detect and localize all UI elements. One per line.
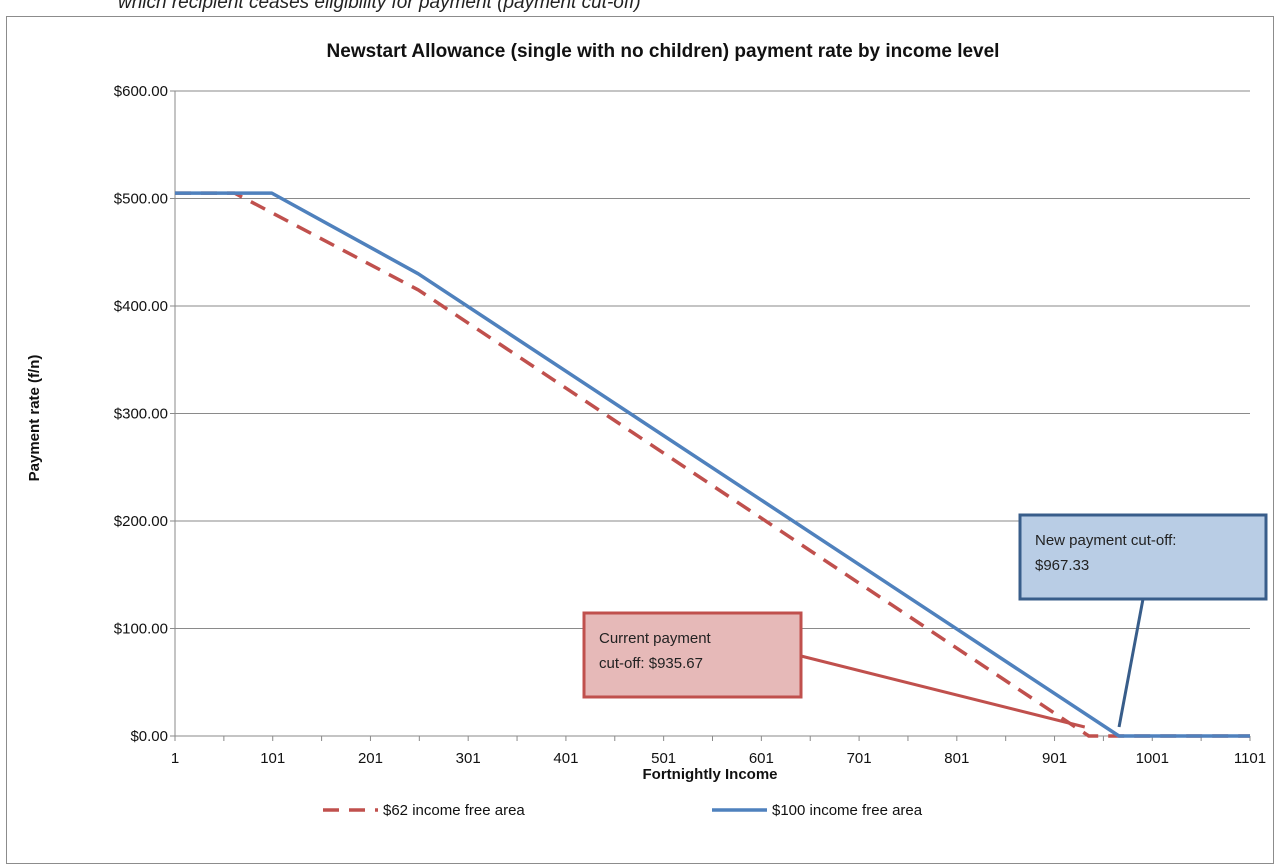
y-tick-label: $400.00 xyxy=(114,298,168,315)
series-line-2 xyxy=(175,191,1250,738)
y-axis-title: Payment rate (f/n) xyxy=(26,355,43,482)
callout-text-current: Current payment xyxy=(599,630,712,647)
figure-caption: which recipient ceases eligibility for p… xyxy=(118,0,641,13)
y-axis-ticks: $0.00 $100.00 $200.00 $300.00 $400.00 $500.00… xyxy=(114,83,175,745)
x-tick-label: 801 xyxy=(944,750,969,767)
x-tick-label: 901 xyxy=(1042,750,1067,767)
callout-leader-current xyxy=(800,654,1086,729)
callout-text-new: $967.33 xyxy=(1035,557,1089,574)
callout-box-current xyxy=(582,611,803,699)
x-tick-label: 601 xyxy=(749,750,774,767)
x-tick-label: 1001 xyxy=(1136,750,1169,767)
callouts: Current payment cut-off: $935.67 New payme… xyxy=(582,513,1268,729)
x-tick-label: 1101 xyxy=(1234,750,1266,767)
x-tick-label: 701 xyxy=(847,750,872,767)
callout-text-current: cut-off: $935.67 xyxy=(599,655,703,672)
x-tick-label: 1 xyxy=(171,750,179,767)
callout-leader-new xyxy=(1117,598,1145,728)
x-tick-label: 301 xyxy=(456,750,481,767)
x-tick-label: 401 xyxy=(553,750,578,767)
y-tick-label: $100.00 xyxy=(114,621,168,638)
legend-label-1: $62 income free area xyxy=(383,802,525,819)
y-tick-label: $600.00 xyxy=(114,83,168,100)
x-tick-label: 201 xyxy=(358,750,383,767)
y-tick-label: $200.00 xyxy=(114,513,168,530)
callout-text-new: New payment cut-off: xyxy=(1035,532,1176,549)
x-axis-title: Fortnightly Income xyxy=(643,766,778,783)
legend-label-2: $100 income free area xyxy=(772,802,923,819)
x-tick-label: 501 xyxy=(651,750,676,767)
chart-title: Newstart Allowance (single with no child… xyxy=(327,41,1000,62)
x-axis-ticks: 1 101 201 301 401 501 601 701 801 901 1001 1101 xyxy=(171,736,1266,767)
y-tick-label: $300.00 xyxy=(114,406,168,423)
y-tick-label: $500.00 xyxy=(114,191,168,208)
x-tick-label: 101 xyxy=(260,750,285,767)
y-tick-label: $0.00 xyxy=(130,728,168,745)
callout-box-new xyxy=(1018,513,1268,601)
series-lines xyxy=(175,191,1250,738)
legend: $62 income free area $100 income free are… xyxy=(323,802,923,819)
